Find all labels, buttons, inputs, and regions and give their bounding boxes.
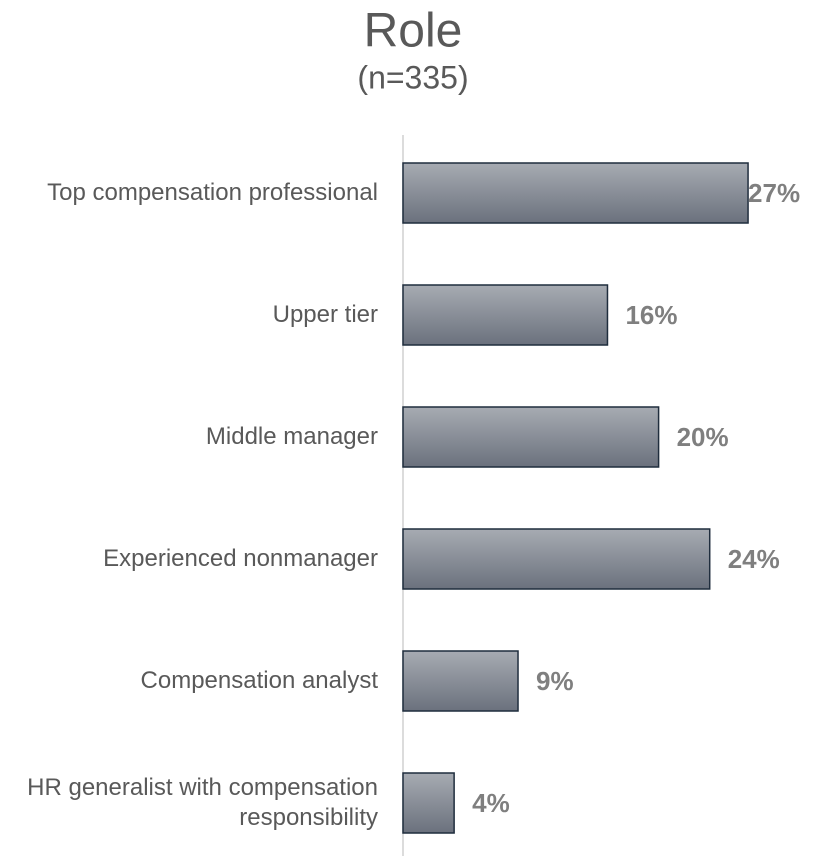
value-label: 20% bbox=[677, 422, 729, 452]
category-label: Compensation analyst bbox=[140, 667, 378, 694]
category-label: Middle manager bbox=[205, 423, 378, 450]
category-label: Top compensation professional bbox=[47, 179, 378, 206]
value-label: 16% bbox=[625, 300, 677, 330]
bar bbox=[402, 162, 749, 224]
category-label: Upper tier bbox=[272, 301, 378, 328]
bar bbox=[402, 284, 609, 346]
value-label: 9% bbox=[536, 666, 574, 696]
value-label: 27% bbox=[748, 178, 800, 208]
bar bbox=[402, 650, 519, 712]
value-label: 24% bbox=[728, 544, 780, 574]
chart-title: Role bbox=[364, 5, 463, 58]
bar bbox=[402, 406, 660, 468]
bar bbox=[402, 772, 455, 834]
category-label: HR generalist with compensation responsi… bbox=[27, 774, 378, 831]
bar bbox=[402, 528, 711, 590]
category-label: Experienced nonmanager bbox=[103, 545, 378, 572]
chart-subtitle: (n=335) bbox=[357, 59, 468, 95]
value-label: 4% bbox=[472, 788, 510, 818]
